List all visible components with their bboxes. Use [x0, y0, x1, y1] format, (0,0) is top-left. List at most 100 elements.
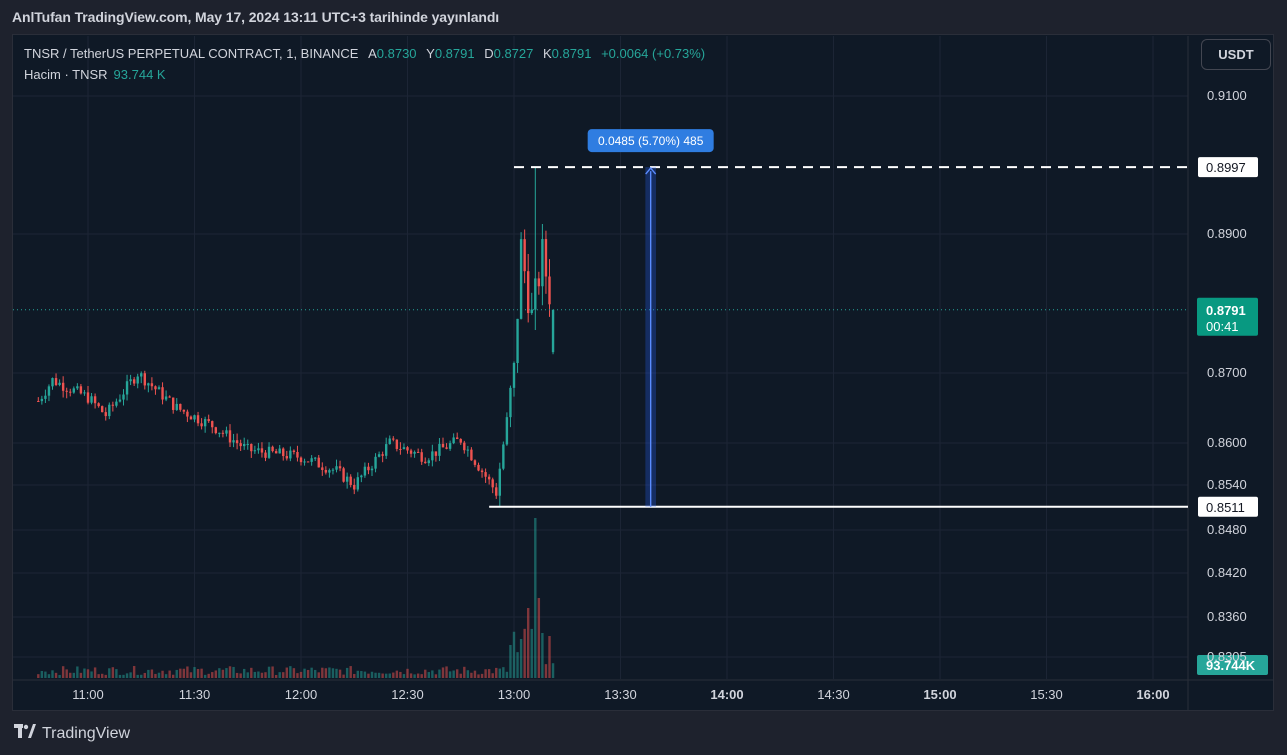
candle-body: [331, 469, 335, 471]
volume-bar: [516, 652, 519, 678]
candle-body: [40, 398, 44, 402]
x-tick-label: 15:30: [1030, 687, 1063, 702]
candle-body: [306, 461, 310, 463]
candle-body: [246, 443, 249, 445]
candle-body: [232, 440, 235, 443]
volume-badge: 93.744K: [1206, 658, 1256, 673]
volume-bar: [257, 671, 260, 678]
candle-body: [328, 470, 331, 473]
tradingview-brand[interactable]: TradingView: [14, 724, 130, 743]
candle-body: [182, 409, 186, 412]
candle-body: [392, 438, 395, 440]
volume-bar: [118, 674, 122, 678]
upper-line-price-badge: 0.8997: [1198, 157, 1258, 178]
volume-bar: [65, 669, 68, 678]
lower-line-price-badge-text: 0.8511: [1206, 500, 1245, 515]
candle-body: [395, 439, 399, 449]
candle-body: [484, 472, 487, 477]
x-tick-label: 15:00: [923, 687, 956, 702]
volume-bar: [161, 670, 164, 678]
candle-body: [480, 470, 484, 473]
candle-body: [193, 415, 196, 420]
volume-bar: [47, 674, 51, 678]
candle-body: [530, 309, 533, 314]
candle-body: [175, 403, 178, 410]
volume-bar: [129, 672, 132, 678]
candle-body: [523, 239, 526, 272]
close-label: K: [543, 46, 552, 61]
volume-bar: [218, 668, 221, 678]
volume-bar: [136, 674, 139, 678]
candle-body: [434, 451, 438, 456]
volume-bar: [101, 673, 104, 678]
candle-body: [342, 468, 345, 482]
volume-bar: [416, 673, 420, 678]
volume-badge-bg: [1197, 655, 1268, 675]
candle-body: [282, 448, 285, 457]
symbol-title[interactable]: TNSR / TetherUS PERPETUAL CONTRACT, 1, B…: [24, 46, 359, 61]
volume-bar: [484, 669, 487, 678]
volume-bar: [250, 667, 253, 678]
volume-bar: [51, 670, 54, 678]
volume-bar: [388, 673, 391, 678]
candle-body: [381, 454, 384, 456]
volume-bar: [551, 663, 555, 678]
candle-body: [271, 446, 274, 452]
volume-bar: [530, 628, 533, 678]
volume-bar: [164, 674, 168, 678]
volume-bar: [310, 667, 313, 678]
candle-body: [214, 427, 217, 434]
volume-bar: [203, 674, 207, 678]
candle-body: [431, 451, 434, 461]
volume-bar: [111, 667, 115, 678]
volume-bar: [246, 672, 249, 678]
candle-body: [108, 404, 111, 417]
volume-bar: [463, 666, 466, 678]
volume-bar: [342, 674, 345, 678]
candle-body: [477, 464, 480, 471]
brand-name: TradingView: [42, 724, 131, 742]
candle-body: [264, 452, 267, 458]
volume-bar: [44, 671, 47, 678]
volume-bar: [527, 608, 530, 678]
candle-body: [147, 383, 150, 386]
volume-bar: [345, 667, 349, 678]
volume-bar: [154, 673, 157, 678]
candle-body: [317, 457, 320, 468]
candle-body: [335, 466, 338, 470]
last-price-badge-bg: [1197, 297, 1258, 336]
candle-body: [406, 447, 409, 451]
candle-body: [218, 432, 221, 434]
volume-bar: [225, 668, 228, 678]
volume-bar: [179, 668, 182, 678]
volume-bar: [328, 667, 331, 678]
candle-body: [207, 419, 210, 422]
volume-bar: [125, 673, 129, 678]
symbol-legend[interactable]: TNSR / TetherUS PERPETUAL CONTRACT, 1, B…: [24, 46, 705, 61]
candle-body: [424, 461, 427, 464]
candle-body: [377, 454, 381, 457]
candle-body: [179, 403, 182, 410]
volume-legend[interactable]: Hacim · TNSR 93.744 K: [24, 67, 166, 82]
volume-bar: [452, 670, 455, 678]
candle-body: [548, 276, 551, 305]
lower-line-price-badge-bg: [1198, 496, 1258, 517]
candle-body: [225, 430, 228, 434]
volume-bar: [480, 673, 484, 678]
measure-label: 0.0485 (5.70%) 485: [598, 134, 704, 148]
low-label: D: [484, 46, 494, 61]
volume-bar: [448, 671, 452, 678]
candle-body: [211, 421, 214, 428]
candle-body: [388, 438, 391, 445]
candle-body: [101, 406, 104, 413]
volume-bar: [147, 669, 150, 678]
candle-body: [321, 467, 324, 470]
currency-button[interactable]: USDT: [1201, 39, 1271, 70]
volume-bar: [86, 669, 90, 678]
candle-body: [470, 449, 473, 461]
candle-body: [324, 469, 328, 473]
volume-bar: [267, 666, 271, 678]
candle-body: [473, 460, 477, 465]
candle-body: [534, 278, 537, 310]
